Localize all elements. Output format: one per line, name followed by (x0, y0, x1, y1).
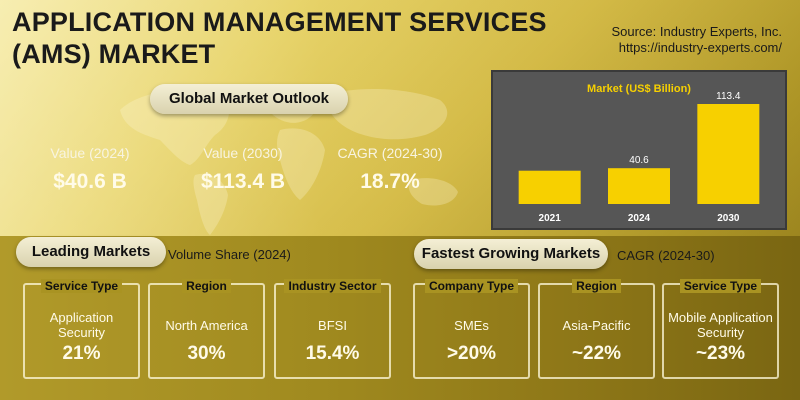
card-name: Mobile Application Security (668, 310, 773, 340)
title-line-2: (AMS) MARKET (12, 39, 216, 69)
market-chart-panel: Market (US$ Billion) 2021 40.6 2024 113.4 20… (491, 70, 787, 230)
kpi-label-2030: Value (2030) (203, 145, 283, 161)
chart-title: Market (US$ Billion) (587, 83, 691, 95)
fastest-heading: Fastest Growing Markets (414, 239, 608, 269)
card-name: Asia-Pacific (562, 317, 631, 333)
x-tick-2030: 2030 (717, 213, 740, 224)
card-name: BFSI (318, 317, 347, 333)
outlook-heading: Global Market Outlook (150, 84, 348, 114)
card-value: 15.4% (305, 343, 360, 364)
leading-note: Volume Share (2024) (168, 247, 291, 262)
card-name: SMEs (454, 317, 489, 333)
market-bar-chart: Market (US$ Billion) 2021 40.6 2024 113.4 20… (518, 83, 760, 224)
card-name: North America (165, 317, 248, 333)
card-head: Company Type (424, 279, 519, 293)
card-head: Industry Sector (284, 279, 381, 293)
leading-heading: Leading Markets (16, 237, 166, 267)
title-line-1: APPLICATION MANAGEMENT SERVICES (12, 7, 547, 37)
x-tick-2021: 2021 (539, 213, 562, 224)
data-label-2030: 113.4 (716, 91, 741, 102)
card-head: Service Type (40, 279, 123, 293)
card-value: 21% (62, 343, 101, 364)
source-credit: Source: Industry Experts, Inc. https://i… (611, 24, 782, 56)
x-tick-2024: 2024 (628, 213, 651, 224)
kpi-value-2030: $113.4 B (200, 170, 286, 193)
world-map-icon (120, 88, 458, 235)
leading-card-region: Region North America 30% (148, 279, 265, 379)
kpi-value-2024: $40.6 B (53, 170, 127, 193)
page-title: APPLICATION MANAGEMENT SERVICES (AMS) MA… (12, 6, 572, 70)
card-value: 30% (187, 343, 226, 364)
kpi-value-cagr: 18.7% (360, 170, 420, 193)
card-name: Application Security (49, 310, 114, 340)
fastest-card-region: Region Asia-Pacific ~22% (538, 279, 655, 379)
source-url[interactable]: https://industry-experts.com/ (618, 40, 782, 55)
bar-2021 (518, 170, 581, 204)
data-label-2024: 40.6 (629, 155, 649, 166)
bar-2030 (697, 104, 760, 204)
kpi-label-2024: Value (2024) (50, 145, 130, 161)
leading-card-industry-sector: Industry Sector BFSI 15.4% (274, 279, 391, 379)
card-value: >20% (446, 343, 497, 364)
fastest-card-company-type: Company Type SMEs >20% (413, 279, 530, 379)
kpi-label-cagr: CAGR (2024-30) (337, 145, 443, 161)
card-head: Region (182, 279, 231, 293)
card-head: Service Type (679, 279, 762, 293)
card-value: ~22% (571, 343, 622, 364)
leading-card-service-type: Service Type Application Security 21% (23, 279, 140, 379)
source-name: Source: Industry Experts, Inc. (611, 24, 782, 39)
card-head: Region (572, 279, 621, 293)
card-value: ~23% (695, 343, 746, 364)
bar-2024 (608, 168, 670, 204)
fastest-note: CAGR (2024-30) (617, 248, 715, 263)
fastest-card-service-type: Service Type Mobile Application Security… (662, 279, 779, 379)
